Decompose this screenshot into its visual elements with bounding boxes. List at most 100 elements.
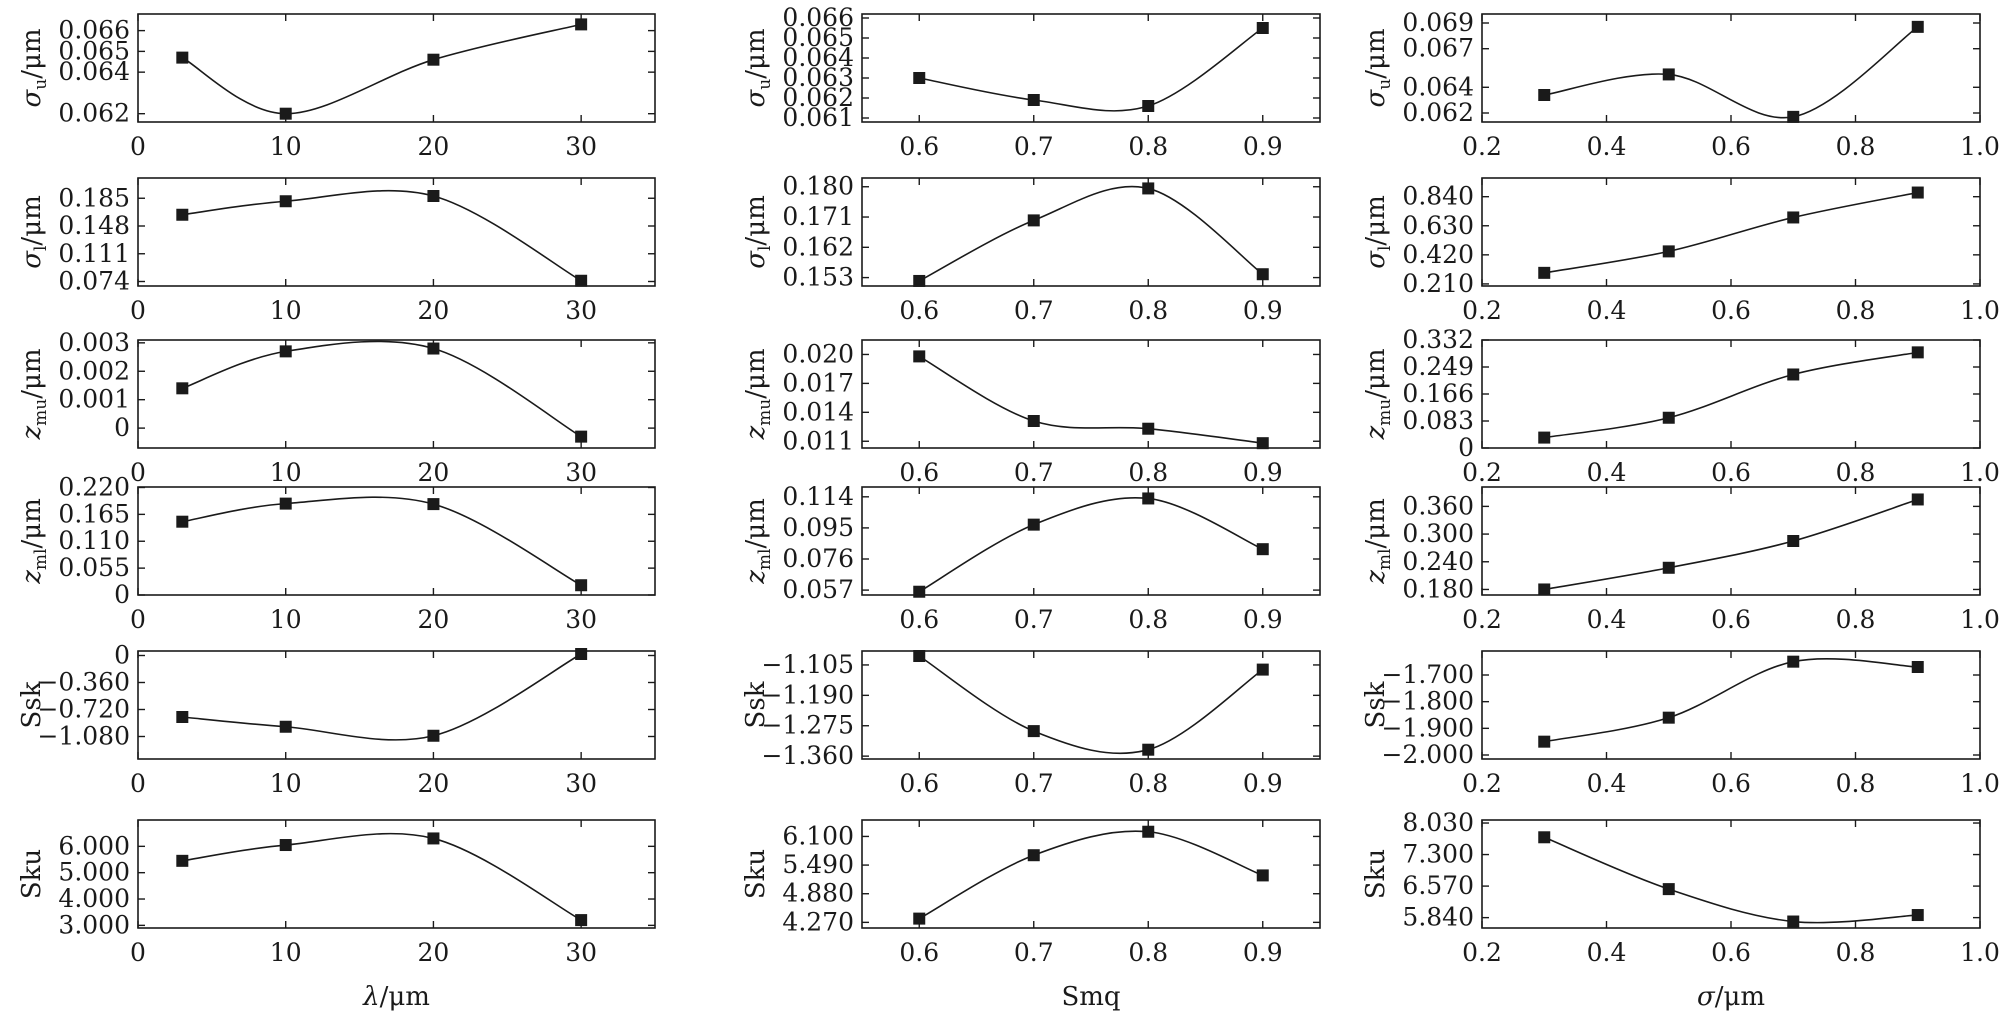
y-tick-label: 0	[1458, 433, 1474, 462]
x-tick-label: 0.6	[1711, 458, 1751, 487]
x-tick-label: 0.6	[899, 938, 939, 967]
y-tick-label: 0	[114, 641, 130, 670]
data-point	[1538, 266, 1551, 279]
data-point	[279, 195, 292, 208]
y-tick-label: 5.840	[1402, 903, 1474, 932]
x-tick-label: 20	[418, 132, 450, 161]
x-axis-label: σ/μm	[1697, 982, 1765, 1012]
x-tick-label: 0.8	[1836, 938, 1876, 967]
y-tick-label: 0	[114, 580, 130, 609]
y-tick-label: −1.275	[761, 711, 854, 740]
x-tick-label: 0.6	[1711, 296, 1751, 325]
y-tick-label: 0.064	[1402, 72, 1474, 101]
y-tick-label: 0.840	[1402, 182, 1474, 211]
y-tick-label: 0.061	[782, 103, 854, 132]
x-tick-label: 30	[565, 132, 597, 161]
x-tick-label: 30	[565, 458, 597, 487]
data-point	[1027, 94, 1040, 106]
y-tick-label: 0.360	[1402, 491, 1474, 520]
y-tick-label: −1.190	[761, 680, 854, 709]
data-point	[427, 342, 440, 355]
y-tick-label: 0.220	[58, 472, 130, 501]
x-tick-label: 0.9	[1243, 938, 1283, 967]
plot-frame	[137, 13, 656, 123]
x-tick-label: 20	[418, 605, 450, 634]
series-line	[918, 185, 1264, 282]
data-point	[913, 274, 926, 287]
series-line	[182, 653, 582, 741]
plot-frame	[1481, 339, 1981, 449]
y-tick-label: 0.162	[782, 232, 854, 261]
y-tick-label: 0.630	[1402, 211, 1474, 240]
y-axis-label: Ssk	[1361, 681, 1391, 728]
data-point	[575, 579, 588, 592]
y-tick-label: −1.800	[1381, 687, 1474, 716]
series-line	[918, 655, 1264, 755]
y-tick-label: 0.180	[782, 172, 854, 201]
data-point	[279, 720, 292, 733]
data-point	[1027, 725, 1040, 738]
series-line	[1544, 351, 1918, 439]
y-tick-label: 0.074	[58, 267, 130, 296]
y-tick-label: 0	[114, 413, 130, 442]
series-line	[182, 832, 582, 921]
y-tick-label: −1.360	[761, 741, 854, 770]
x-tick-label: 0	[130, 458, 146, 487]
data-point	[1256, 663, 1269, 676]
data-point	[575, 430, 588, 443]
x-tick-label: 20	[418, 458, 450, 487]
x-tick-label: 0.8	[1128, 296, 1168, 325]
y-tick-label: 0.065	[58, 36, 130, 65]
x-tick-label: 0.8	[1128, 458, 1168, 487]
y-axis-label: zmu/μm	[17, 348, 51, 440]
data-point	[427, 190, 440, 202]
data-point	[1142, 100, 1155, 112]
x-tick-label: 20	[418, 769, 450, 798]
y-tick-label: 0.171	[782, 202, 854, 231]
y-tick-label: 6.000	[58, 831, 130, 860]
series-line	[181, 23, 582, 115]
data-point	[1027, 214, 1040, 227]
y-tick-label: 0.063	[782, 63, 854, 92]
x-tick-label: 0.2	[1462, 938, 1502, 967]
series-line	[1544, 498, 1919, 591]
y-tick-label: 0.014	[782, 397, 854, 426]
data-point	[1787, 211, 1800, 224]
y-tick-label: 0.062	[782, 83, 854, 112]
y-axis-label: Ssk	[17, 681, 47, 728]
y-tick-label: 6.570	[1402, 871, 1474, 900]
data-point	[575, 18, 588, 31]
y-axis-label: Sku	[17, 849, 47, 899]
x-tick-label: 0.9	[1243, 458, 1283, 487]
data-point	[1662, 68, 1675, 81]
y-axis-label: σl/μm	[1361, 195, 1395, 269]
x-tick-label: 10	[270, 458, 302, 487]
data-point	[176, 382, 189, 395]
data-point	[1911, 661, 1924, 673]
data-point	[1027, 849, 1040, 862]
x-tick-label: 0.2	[1462, 296, 1502, 325]
y-axis-label: Sku	[741, 849, 771, 899]
y-tick-label: −1.080	[37, 722, 130, 751]
x-tick-label: 0	[130, 938, 146, 967]
x-tick-label: 0.9	[1243, 769, 1283, 798]
x-tick-label: 1.0	[1960, 605, 2000, 634]
data-point	[427, 729, 440, 742]
data-point	[427, 498, 440, 511]
data-point	[176, 208, 189, 221]
x-tick-label: 0.7	[1014, 458, 1054, 487]
y-axis-label: σu/μm	[17, 28, 51, 107]
data-point	[1538, 431, 1551, 444]
x-tick-label: 0.7	[1014, 296, 1054, 325]
data-point	[1662, 561, 1675, 574]
plot-frame	[137, 339, 656, 449]
y-tick-label: 0.017	[782, 368, 854, 397]
y-tick-label: 0.180	[1402, 574, 1474, 603]
data-point	[1787, 655, 1800, 668]
plot-frame	[1481, 819, 1981, 929]
data-point	[1142, 743, 1155, 756]
y-tick-label: 0.069	[1402, 8, 1474, 37]
